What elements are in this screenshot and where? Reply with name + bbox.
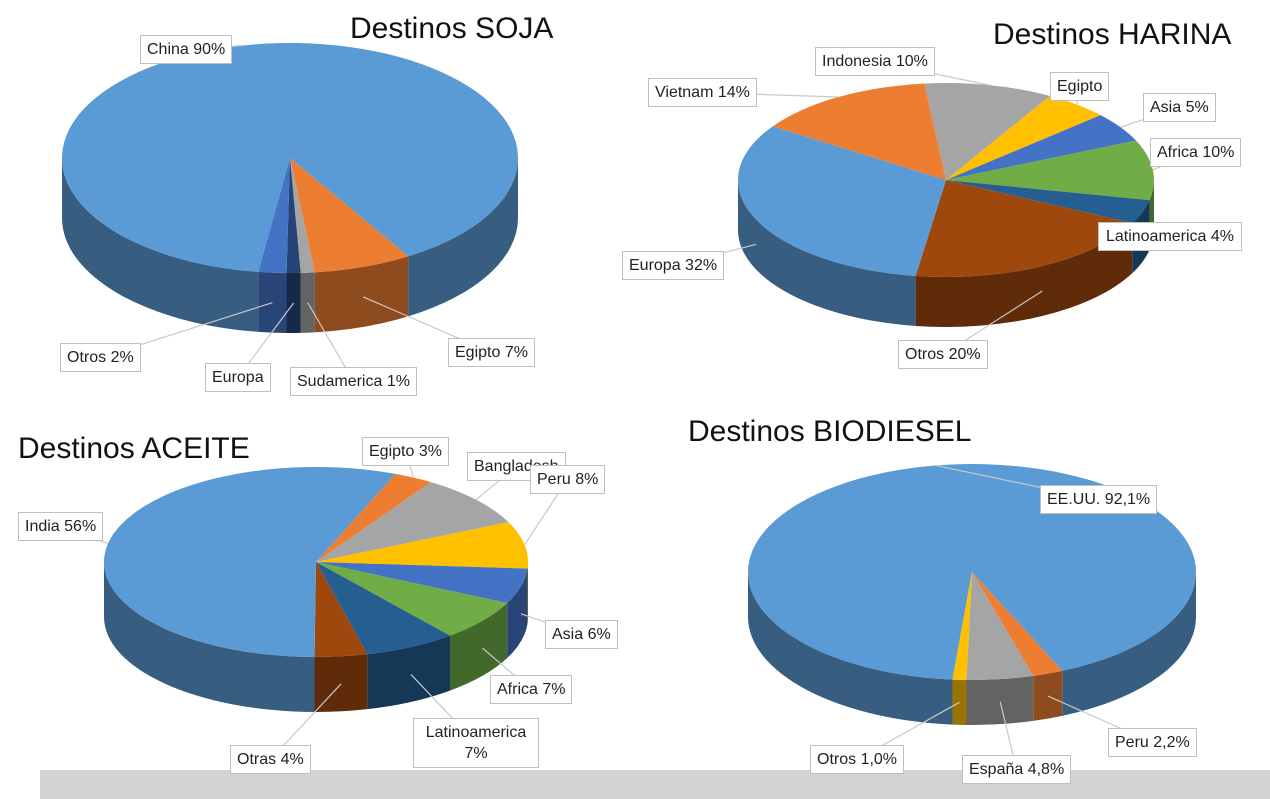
- pie-slice: [316, 562, 528, 604]
- data-label: Otros 2%: [60, 343, 141, 372]
- data-label: Africa 7%: [490, 675, 573, 704]
- pie-tops: [748, 464, 1197, 681]
- slice-side: [62, 158, 259, 332]
- pie-tops: [103, 467, 528, 657]
- slice-side: [738, 180, 916, 326]
- slice-side: [1062, 572, 1196, 716]
- pie-slice: [946, 180, 1150, 224]
- pie-slice: [946, 115, 1137, 180]
- data-label: Indonesia 10%: [815, 47, 935, 76]
- pie-slice: [290, 158, 409, 273]
- slice-side: [286, 272, 301, 333]
- data-label: Egipto 3%: [362, 437, 449, 466]
- data-label: Otros 1,0%: [810, 745, 905, 774]
- slice-side: [104, 562, 315, 712]
- data-label: Sudamerica 1%: [290, 367, 417, 396]
- pie-tops: [738, 83, 1154, 277]
- pie-slice: [314, 562, 368, 657]
- slice-side: [408, 158, 518, 317]
- chart-title: Destinos ACEITE: [18, 432, 250, 465]
- pie-slice: [258, 158, 290, 273]
- data-label: India 56%: [18, 512, 104, 541]
- slice-side: [1033, 670, 1063, 721]
- slice-side: [527, 562, 528, 624]
- pie-slice: [316, 482, 509, 562]
- pie-slice: [772, 83, 946, 180]
- chart-title: Destinos HARINA: [993, 18, 1232, 51]
- pie-sides: [104, 562, 528, 712]
- pie: [61, 43, 518, 382]
- pie-sides: [62, 158, 518, 333]
- data-label: Vietnam 14%: [648, 78, 757, 107]
- pie-slice: [972, 572, 1063, 676]
- pie-slice: [952, 572, 972, 680]
- pie-slice: [738, 126, 946, 276]
- slice-side: [449, 603, 508, 691]
- slice-side: [507, 568, 528, 659]
- chart-title: Destinos BIODIESEL: [688, 415, 972, 448]
- slice-side: [258, 271, 287, 333]
- slice-side: [952, 679, 967, 725]
- pie-slice: [748, 464, 1197, 680]
- footer-bar: [40, 770, 1270, 799]
- data-label: Latinoamerica 4%: [1098, 222, 1242, 251]
- data-label: Egipto 7%: [448, 338, 535, 367]
- data-label: Latinoamerica 7%: [413, 718, 539, 768]
- pie: [748, 464, 1197, 770]
- pie-slice: [290, 158, 315, 273]
- data-label: China 90%: [140, 35, 233, 64]
- data-label: EE.UU. 92,1%: [1040, 485, 1158, 514]
- pie-slice: [316, 562, 508, 636]
- slice-side: [966, 675, 1034, 725]
- data-label: Otros 20%: [898, 340, 988, 369]
- data-label: Peru 8%: [530, 465, 606, 494]
- chart-title: Destinos SOJA: [350, 12, 554, 45]
- data-label: España 4,8%: [962, 755, 1072, 784]
- pie: [60, 451, 582, 760]
- pie-slice: [915, 180, 1133, 277]
- pie-slice: [966, 572, 1034, 681]
- data-label: Egipto: [1050, 72, 1110, 101]
- data-label: Otras 4%: [230, 745, 311, 774]
- pie-slice: [946, 140, 1154, 201]
- data-label: Asia 5%: [1143, 93, 1216, 122]
- data-label: Europa 32%: [622, 251, 725, 280]
- pie-sides: [748, 572, 1196, 725]
- slice-side: [300, 272, 315, 333]
- data-label: Asia 6%: [545, 620, 618, 649]
- slice-side: [367, 635, 450, 710]
- slice-side: [748, 572, 953, 725]
- pie-slice: [316, 473, 431, 562]
- slice-side: [314, 256, 409, 333]
- pie-slice: [316, 562, 450, 655]
- data-label: Peru 2,2%: [1108, 728, 1197, 757]
- pie-slice: [103, 467, 396, 657]
- pie-slice: [61, 43, 518, 272]
- data-label: Africa 10%: [1150, 138, 1242, 167]
- pie-slice: [316, 522, 528, 569]
- pie-tops: [61, 43, 518, 273]
- slice-side: [915, 223, 1133, 327]
- pie-slice: [286, 158, 301, 273]
- data-label: Europa: [205, 363, 271, 392]
- pie-slice: [924, 83, 1050, 180]
- pie-slice: [946, 95, 1101, 180]
- pie: [672, 60, 1196, 356]
